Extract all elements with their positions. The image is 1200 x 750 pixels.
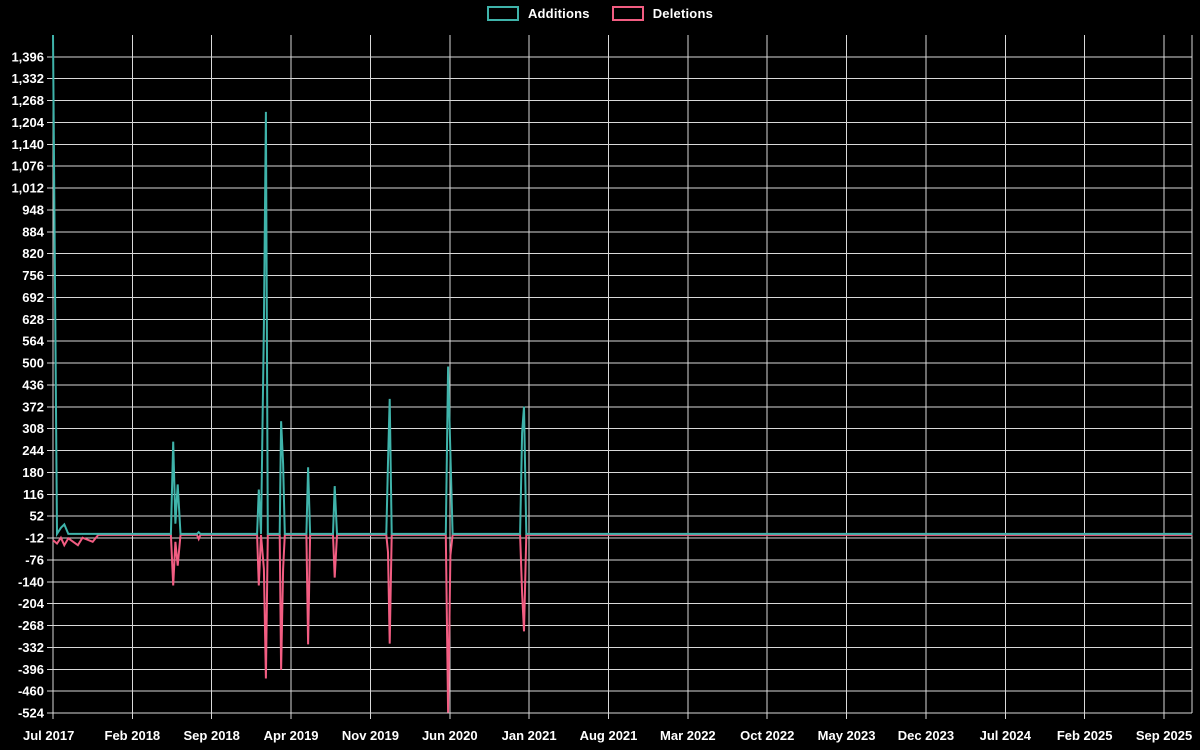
deletions-legend-swatch-icon [611,6,644,21]
y-tick-label: 244 [22,443,44,458]
y-tick-label: 1,076 [11,159,44,174]
y-tick-label: 820 [22,246,44,261]
legend-item-additions[interactable]: Additions [486,6,590,21]
x-tick-label: Sep 2025 [1136,728,1192,743]
additions-legend-label: Additions [527,6,590,21]
x-tick-label: Jul 2017 [23,728,74,743]
x-tick-label: Nov 2019 [342,728,399,743]
y-tick-label: 500 [22,356,44,371]
y-tick-label: 564 [22,334,44,349]
y-tick-label: 884 [22,224,44,239]
y-tick-label: 756 [22,268,44,283]
deletions-legend-label: Deletions [652,6,714,21]
x-tick-label: Mar 2022 [660,728,716,743]
y-tick-label: 1,268 [11,93,44,108]
x-tick-label: Apr 2019 [264,728,319,743]
y-tick-label: -460 [18,684,44,699]
x-tick-label: Jan 2021 [502,728,557,743]
y-tick-label: -396 [18,662,44,677]
y-tick-label: 1,204 [11,115,44,130]
x-tick-label: Oct 2022 [740,728,794,743]
additions-series-line [52,34,1193,538]
y-tick-label: 372 [22,399,44,414]
y-tick-label: 116 [23,487,44,502]
y-tick-label: 628 [22,312,44,327]
y-tick-label: 948 [22,202,44,217]
y-tick-label: -12 [25,531,44,546]
y-tick-label: -204 [18,596,45,611]
y-tick-label: 1,140 [11,137,44,152]
y-tick-label: -76 [25,552,44,567]
x-tick-label: Sep 2018 [184,728,240,743]
legend-item-deletions[interactable]: Deletions [611,6,714,21]
x-tick-label: Jun 2020 [422,728,478,743]
y-tick-label: 52 [30,509,44,524]
y-tick-label: -332 [18,640,44,655]
y-tick-label: -524 [18,706,45,721]
y-tick-label: 436 [22,377,44,392]
y-tick-label: 180 [22,465,44,480]
y-tick-label: 1,012 [11,181,44,196]
x-tick-label: Jul 2024 [980,728,1032,743]
y-tick-label: 1,332 [11,71,44,86]
chart-legend: Additions Deletions [0,6,1200,21]
x-tick-label: Aug 2021 [580,728,638,743]
additions-legend-swatch-icon [486,6,519,21]
y-tick-label: 1,396 [11,49,44,64]
x-tick-label: Feb 2025 [1057,728,1113,743]
deletions-series-line [52,533,1193,713]
x-tick-label: Feb 2018 [105,728,161,743]
y-tick-label: 692 [22,290,44,305]
y-tick-label: -268 [18,618,44,633]
x-tick-label: May 2023 [818,728,876,743]
y-tick-label: 308 [22,421,44,436]
x-tick-label: Dec 2023 [898,728,954,743]
y-tick-label: -140 [18,574,44,589]
